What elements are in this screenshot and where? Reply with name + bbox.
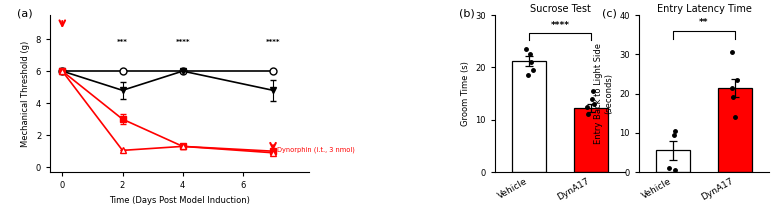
Text: (b): (b): [458, 9, 475, 19]
Bar: [512, 61, 547, 172]
X-axis label: Time (Days Post Model Induction): Time (Days Post Model Induction): [109, 196, 250, 205]
Y-axis label: Mechanical Threshold (g): Mechanical Threshold (g): [22, 40, 30, 147]
Text: ****: ****: [266, 40, 281, 46]
Title: Entry Latency Time: Entry Latency Time: [656, 4, 751, 14]
Y-axis label: Groom Time (s): Groom Time (s): [461, 61, 470, 126]
Text: Dynorphin (i.t., 3 nmol): Dynorphin (i.t., 3 nmol): [277, 146, 355, 153]
Text: **: **: [700, 18, 709, 27]
Text: ****: ****: [550, 21, 570, 30]
Y-axis label: Entry Back to Light Side
(seconds): Entry Back to Light Side (seconds): [594, 43, 614, 144]
Text: (c): (c): [602, 9, 617, 19]
Bar: [574, 108, 608, 172]
Bar: [718, 88, 752, 172]
Bar: [656, 150, 690, 172]
Legend: Vehicle Injected (Male, n=4), Vehicle Injected (Female, n=2), Dynorphin (Male, n: Vehicle Injected (Male, n=4), Vehicle In…: [318, 64, 453, 108]
Text: ****: ****: [175, 40, 190, 46]
Title: Sucrose Test: Sucrose Test: [530, 4, 591, 14]
Text: (a): (a): [16, 9, 32, 19]
Text: ***: ***: [117, 40, 128, 46]
